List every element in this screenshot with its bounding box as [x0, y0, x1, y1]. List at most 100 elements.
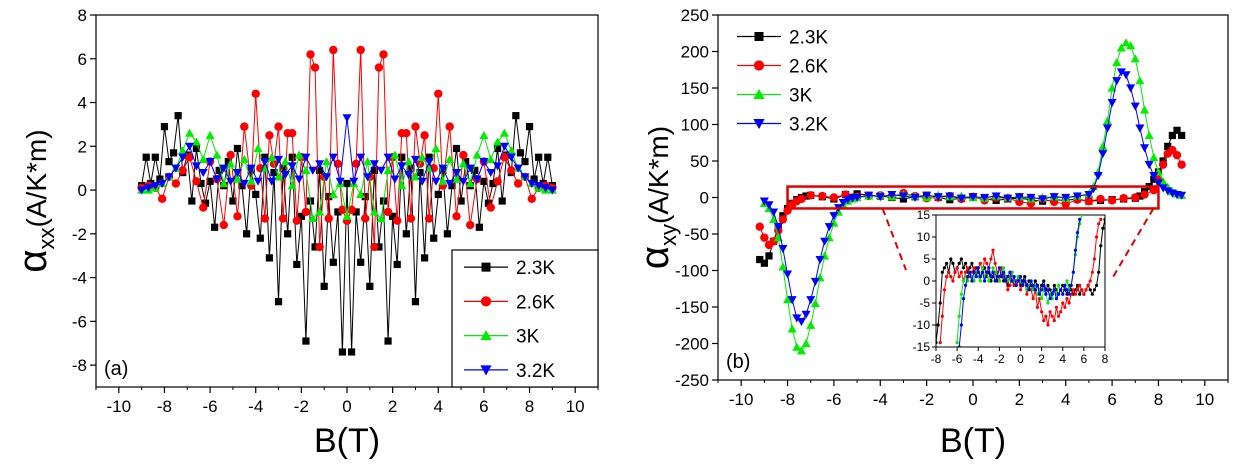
data-point — [956, 194, 966, 203]
series-3.2K — [137, 114, 557, 195]
inset-data-point — [938, 301, 942, 305]
x-tick-label: 10 — [566, 397, 585, 416]
legend-label: 3K — [516, 327, 540, 348]
data-point — [211, 223, 219, 231]
inset-data-point — [1008, 270, 1012, 274]
data-point — [778, 262, 788, 271]
data-point — [361, 214, 370, 223]
inset-data-point — [1044, 292, 1048, 296]
data-point — [384, 337, 392, 345]
inset-data-point — [1042, 283, 1046, 287]
inset-y-tick-label: 0 — [923, 274, 930, 288]
data-point — [484, 199, 493, 207]
data-point — [1158, 184, 1168, 193]
data-point — [1112, 77, 1122, 86]
data-point — [506, 146, 516, 155]
data-point — [760, 259, 768, 267]
inset-x-tick-label: -2 — [994, 352, 1005, 366]
inset-data-point — [970, 261, 974, 265]
inset-data-point — [1103, 217, 1105, 221]
legend-label: 2.6K — [789, 57, 828, 78]
data-point — [219, 220, 228, 230]
data-point — [188, 197, 196, 205]
inset-data-point — [1023, 275, 1027, 279]
data-point — [544, 153, 552, 161]
data-point — [1003, 194, 1013, 203]
data-point — [199, 203, 208, 212]
data-point — [411, 122, 420, 131]
data-point — [425, 153, 433, 161]
data-point — [219, 164, 229, 173]
data-point — [375, 243, 383, 251]
inset-data-point — [959, 323, 963, 327]
data-point — [1061, 193, 1071, 202]
inset-data-point — [985, 261, 989, 265]
inset-data-point — [995, 275, 999, 279]
data-point — [383, 165, 393, 174]
x-tick-label: -10 — [107, 397, 132, 416]
y-tick-label: -150 — [675, 298, 709, 317]
data-point — [292, 216, 301, 225]
y-tick-label: -200 — [675, 335, 709, 354]
x-tick-label: 0 — [342, 397, 351, 416]
inset-data-point — [957, 261, 961, 265]
data-point — [527, 194, 537, 204]
inset-data-point — [1090, 292, 1094, 296]
data-point — [308, 214, 318, 223]
data-point — [458, 159, 468, 168]
y-tick-label: -6 — [72, 312, 87, 331]
x-tick-label: -4 — [248, 397, 263, 416]
data-point — [806, 191, 815, 200]
x-tick-label: -6 — [203, 397, 218, 416]
data-point — [226, 177, 236, 186]
data-point — [801, 310, 811, 319]
inset-data-point — [1048, 310, 1052, 314]
data-point — [224, 158, 232, 166]
data-point — [489, 179, 497, 188]
data-point — [393, 216, 402, 225]
legend-item: 2.6K — [737, 57, 828, 78]
panel-label: (a) — [104, 358, 128, 380]
legend-marker — [480, 296, 492, 307]
data-point — [410, 172, 420, 181]
data-point — [922, 191, 932, 200]
data-point — [151, 153, 159, 161]
data-point — [493, 162, 503, 171]
inset-data-point — [1054, 305, 1059, 309]
data-point — [287, 162, 297, 171]
y-tick-label: 200 — [681, 43, 709, 62]
inset-data-point — [1088, 288, 1092, 292]
data-point — [1072, 192, 1082, 201]
data-point — [1116, 43, 1126, 52]
inset-data-point — [1040, 297, 1044, 301]
data-point — [370, 242, 379, 252]
data-point — [233, 144, 242, 153]
inset-data-point — [1002, 270, 1006, 274]
inset-data-point — [991, 266, 995, 270]
data-point — [1098, 141, 1108, 150]
inset-series-line — [958, 219, 1081, 347]
data-point — [156, 175, 164, 183]
data-point — [150, 182, 160, 191]
x-tick-label: -8 — [780, 390, 795, 409]
data-point — [445, 122, 454, 131]
inset-data-point — [1006, 288, 1010, 292]
data-point — [369, 160, 379, 169]
data-point — [945, 192, 955, 201]
x-tick-label: -6 — [826, 390, 841, 409]
inset-data-point — [974, 275, 978, 279]
data-point — [197, 179, 205, 188]
legend-label: 2.6K — [516, 292, 555, 313]
inset-x-tick-label: -8 — [931, 352, 942, 366]
inset-data-point — [1012, 275, 1016, 279]
data-point — [229, 197, 237, 205]
inset-data-point — [987, 279, 991, 283]
inset-data-point — [947, 270, 951, 274]
data-point — [361, 193, 369, 201]
inset-plot-area — [936, 215, 1105, 347]
y-axis-title: αxy(A/K*m) — [633, 126, 681, 269]
data-point — [471, 166, 479, 174]
inset-data-point — [942, 266, 947, 270]
inset-data-point — [942, 288, 947, 292]
data-point — [521, 158, 529, 166]
